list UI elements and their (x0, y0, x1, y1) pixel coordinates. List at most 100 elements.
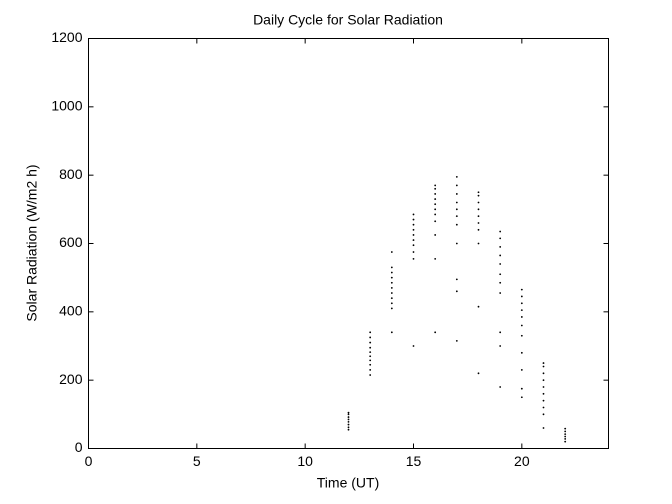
point (520, 351, 523, 354)
point (412, 239, 415, 241)
point (477, 305, 480, 308)
x-tick-label: 5 (193, 453, 201, 469)
point (369, 359, 372, 362)
point (347, 413, 350, 416)
point (542, 372, 545, 375)
point (455, 339, 458, 342)
point (390, 271, 393, 274)
y-axis-label: Solar Radiation (W/m2 h) (24, 164, 40, 321)
point (369, 331, 372, 334)
point (455, 201, 458, 204)
point (477, 242, 480, 245)
point (347, 426, 350, 429)
point (564, 435, 567, 438)
x-axis-label: Time (UT) (317, 475, 379, 491)
point (499, 386, 502, 388)
y-tick-label: 1000 (51, 98, 82, 114)
point (542, 392, 545, 395)
point (434, 203, 437, 206)
point (520, 396, 523, 399)
point (455, 215, 458, 218)
point (412, 257, 415, 260)
point (520, 288, 523, 291)
x-tick-label: 0 (85, 453, 93, 469)
chart-title: Daily Cycle for Solar Radiation (253, 12, 443, 28)
point (455, 193, 458, 195)
point (390, 302, 393, 305)
point (455, 208, 458, 211)
point (412, 228, 415, 231)
point (369, 363, 372, 366)
point (434, 187, 437, 190)
point (369, 351, 372, 354)
point (390, 276, 393, 279)
point (434, 208, 437, 211)
point (542, 406, 545, 409)
point (434, 234, 437, 236)
point (499, 230, 502, 233)
point (347, 411, 350, 414)
point (455, 278, 458, 281)
point (369, 336, 372, 339)
point (499, 254, 502, 257)
point (499, 246, 502, 248)
point (390, 287, 393, 289)
point (390, 307, 393, 310)
point (520, 334, 523, 337)
point (520, 369, 523, 371)
point (520, 309, 523, 312)
point (412, 213, 415, 216)
point (542, 413, 545, 416)
point (347, 420, 350, 423)
point (477, 222, 480, 224)
point (477, 194, 480, 197)
point (477, 191, 480, 194)
point (542, 362, 545, 364)
point (434, 213, 437, 216)
point (412, 244, 415, 247)
point (369, 374, 372, 376)
x-tick-label: 10 (297, 453, 313, 469)
point (499, 263, 502, 265)
point (455, 223, 458, 226)
point (455, 290, 458, 293)
y-tick-label: 400 (59, 303, 83, 319)
point (520, 302, 523, 305)
y-tick-label: 800 (59, 166, 83, 182)
point (499, 292, 502, 294)
point (390, 331, 393, 334)
point (455, 242, 458, 245)
point (520, 324, 523, 327)
point (499, 273, 502, 276)
point (477, 208, 480, 211)
point (412, 251, 415, 253)
point (477, 228, 480, 231)
point (564, 438, 567, 440)
x-tick-label: 20 (514, 453, 530, 469)
point (347, 428, 350, 431)
point (564, 430, 567, 433)
y-tick-label: 600 (59, 234, 83, 250)
point (434, 198, 437, 200)
point (542, 379, 545, 382)
point (369, 355, 372, 358)
point (564, 440, 567, 443)
point (477, 215, 480, 218)
x-tick-label: 15 (406, 453, 422, 469)
point (412, 345, 415, 347)
point (499, 281, 502, 284)
point (542, 399, 545, 402)
y-tick-label: 200 (59, 371, 83, 387)
point (412, 234, 415, 236)
point (520, 387, 523, 390)
y-tick-label: 1200 (51, 29, 82, 45)
point (455, 184, 458, 187)
point (347, 423, 350, 426)
point (434, 331, 437, 334)
point (520, 316, 523, 318)
point (434, 184, 437, 187)
point (434, 193, 437, 195)
point (390, 292, 393, 294)
point (499, 237, 502, 240)
